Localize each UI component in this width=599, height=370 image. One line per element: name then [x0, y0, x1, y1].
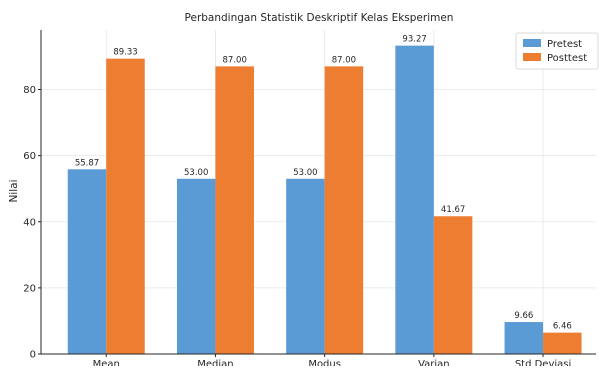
bar-posttest-std-deviasi	[543, 332, 582, 354]
y-tick-label: 60	[23, 151, 36, 162]
data-label: 6.46	[553, 322, 572, 332]
data-label: 93.27	[402, 35, 426, 45]
bar-posttest-varian	[433, 216, 473, 354]
chart-title: Perbandingan Statistik Deskriptif Kelas …	[185, 12, 454, 24]
legend-swatch-pretest	[523, 39, 541, 47]
y-tick-label: 20	[23, 283, 36, 294]
data-label: 53.00	[293, 168, 317, 178]
legend-label-pretest: Pretest	[547, 39, 582, 50]
bar-pretest-std-deviasi	[504, 322, 544, 354]
axes: 0 20 40 60 80 Mean Median Modus Varian Std Devias…	[23, 30, 596, 370]
x-tick-label: Median	[197, 359, 233, 366]
x-tick-label: Modus	[308, 359, 341, 366]
legend-swatch-posttest	[523, 53, 541, 61]
bar-posttest-median	[215, 66, 254, 355]
bar-pretest-modus	[286, 178, 325, 354]
data-label: 89.33	[113, 48, 137, 58]
y-tick-label: 40	[23, 217, 36, 228]
bar-posttest-mean	[106, 58, 145, 354]
y-tick-label: 80	[23, 85, 36, 96]
y-tick-label: 0	[30, 350, 36, 361]
data-labels: 55.87 53.00 53.00 93.27 9.66 89.33 87.00 87.00 4…	[75, 35, 572, 332]
data-label: 53.00	[184, 168, 208, 178]
legend: Pretest Posttest	[515, 32, 599, 70]
data-label: 87.00	[332, 55, 356, 65]
bar-posttest-modus	[324, 66, 364, 355]
bar-pretest-median	[176, 178, 216, 354]
legend-label-posttest: Posttest	[547, 53, 587, 64]
bars	[67, 45, 582, 355]
x-tick-label: Varian	[418, 359, 450, 366]
x-tick-label: Mean	[93, 359, 120, 366]
bar-pretest-mean	[67, 169, 107, 354]
bar-pretest-varian	[395, 45, 434, 354]
data-label: 55.87	[75, 158, 99, 168]
data-label: 41.67	[441, 205, 465, 215]
y-axis-label: Nilai	[8, 179, 20, 202]
data-label: 9.66	[514, 311, 533, 321]
x-tick-label: Std Deviasi	[515, 359, 571, 366]
data-label: 87.00	[223, 55, 247, 65]
